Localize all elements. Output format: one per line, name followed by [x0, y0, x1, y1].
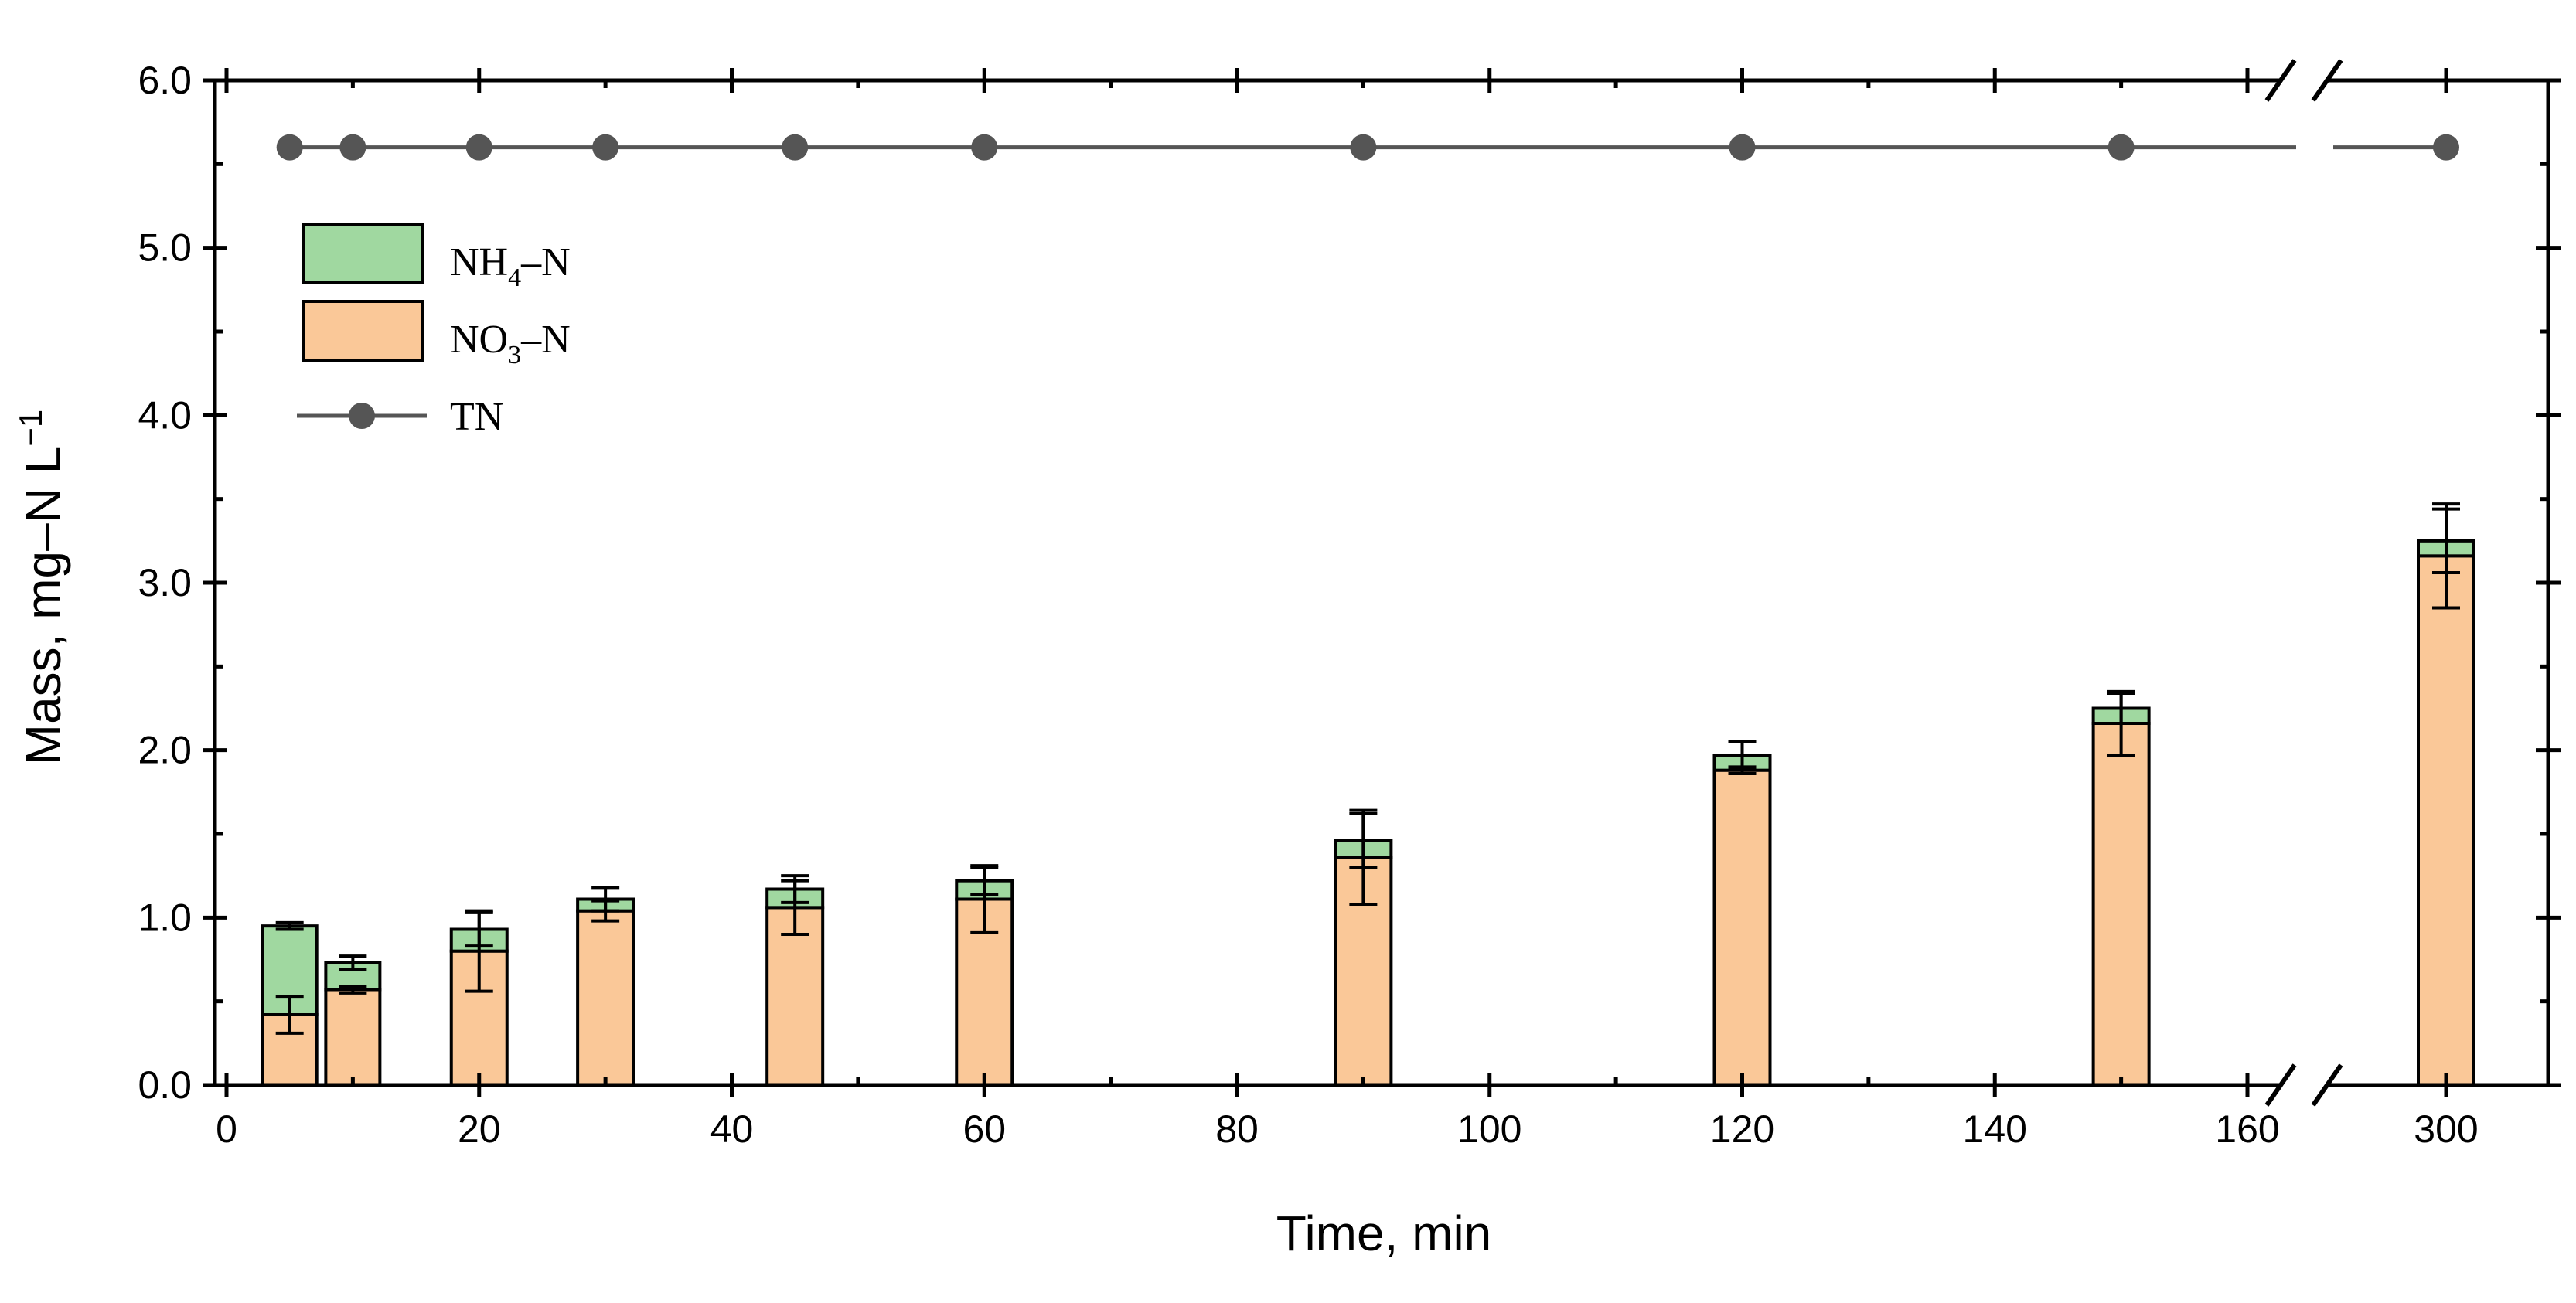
y-axis-title: Mass, mg–N L−1	[12, 410, 71, 765]
x-tick-label: 40	[710, 1107, 754, 1151]
axis-break-mark	[2264, 1063, 2297, 1107]
tn-point	[276, 134, 303, 161]
y-tick-label: 6.0	[138, 59, 192, 102]
tn-point	[339, 134, 366, 161]
x-axis-title: Time, min	[1276, 1206, 1492, 1261]
y-tick-label: 2.0	[138, 729, 192, 772]
tn-line-layer	[276, 134, 2459, 161]
legend-label: NH4–N	[450, 240, 571, 292]
legend-label-sub: 3	[508, 341, 521, 369]
tn-point	[2107, 134, 2135, 161]
legend-label: TN	[450, 395, 503, 439]
no3-bar	[2417, 554, 2475, 1087]
x-tick-label: 300	[2414, 1107, 2478, 1151]
y-axis-title-main: Mass, mg–N L	[15, 447, 71, 766]
y-tick-label: 3.0	[138, 561, 192, 604]
y-axis-title-sup: −1	[12, 410, 49, 447]
x-tick-label: 0	[216, 1107, 237, 1151]
tn-point	[971, 134, 998, 161]
axes-layer: 0.0 1.0 2.0 3.0 4.0 5.0 6.0 0 20 40 60 80 100 120 140 1…	[138, 59, 2561, 1151]
no3-bar	[1712, 768, 1772, 1087]
bars-layer	[261, 502, 2475, 1087]
legend-label-sub: 4	[508, 264, 521, 292]
legend-marker	[349, 403, 375, 429]
x-tick-label: 100	[1457, 1107, 1521, 1151]
legend-label: NO3–N	[450, 318, 571, 369]
legend-label-rest: –N	[520, 318, 571, 362]
tn-point	[1350, 134, 1377, 161]
axis-break-mark	[2311, 59, 2343, 102]
x-tick-label: 160	[2215, 1107, 2279, 1151]
tn-point	[2433, 134, 2459, 161]
y-tick-label: 5.0	[138, 226, 192, 270]
x-tick-label: 140	[1963, 1107, 2027, 1151]
y-tick-label: 1.0	[138, 896, 192, 939]
x-tick-label: 120	[1710, 1107, 1774, 1151]
no3-bar	[2091, 722, 2151, 1087]
x-tick-label: 80	[1215, 1107, 1259, 1151]
legend-label-main: NH	[450, 240, 508, 284]
x-tick-label: 20	[458, 1107, 501, 1151]
legend-swatch	[302, 300, 424, 362]
legend-label-main: NO	[450, 318, 508, 362]
tn-point	[465, 134, 492, 161]
tn-point	[782, 134, 809, 161]
tn-point	[1729, 134, 1756, 161]
y-tick-label: 4.0	[138, 393, 192, 437]
no3-bar	[324, 988, 382, 1087]
no3-bar	[576, 909, 635, 1087]
legend-label-rest: –N	[520, 240, 571, 284]
axis-break-mark	[2264, 59, 2297, 102]
legend-label-main: TN	[450, 395, 503, 439]
y-tick-label: 0.0	[138, 1063, 192, 1107]
x-tick-label: 60	[963, 1107, 1006, 1151]
axis-break-mark	[2311, 1063, 2343, 1107]
tn-point	[592, 134, 619, 161]
legend-swatch	[302, 223, 424, 284]
no3-bar	[765, 906, 825, 1087]
